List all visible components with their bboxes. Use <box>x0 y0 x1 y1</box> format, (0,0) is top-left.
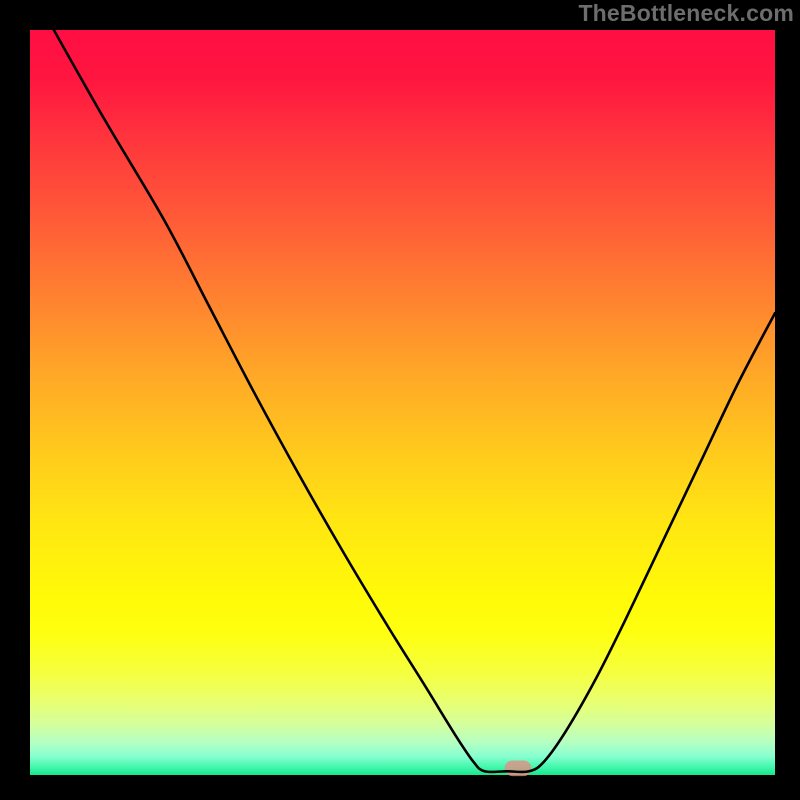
gradient-background <box>30 30 775 775</box>
watermark-text: TheBottleneck.com <box>578 0 794 27</box>
bottleneck-marker <box>505 760 532 776</box>
bottleneck-chart <box>0 0 800 800</box>
chart-stage: TheBottleneck.com <box>0 0 800 800</box>
